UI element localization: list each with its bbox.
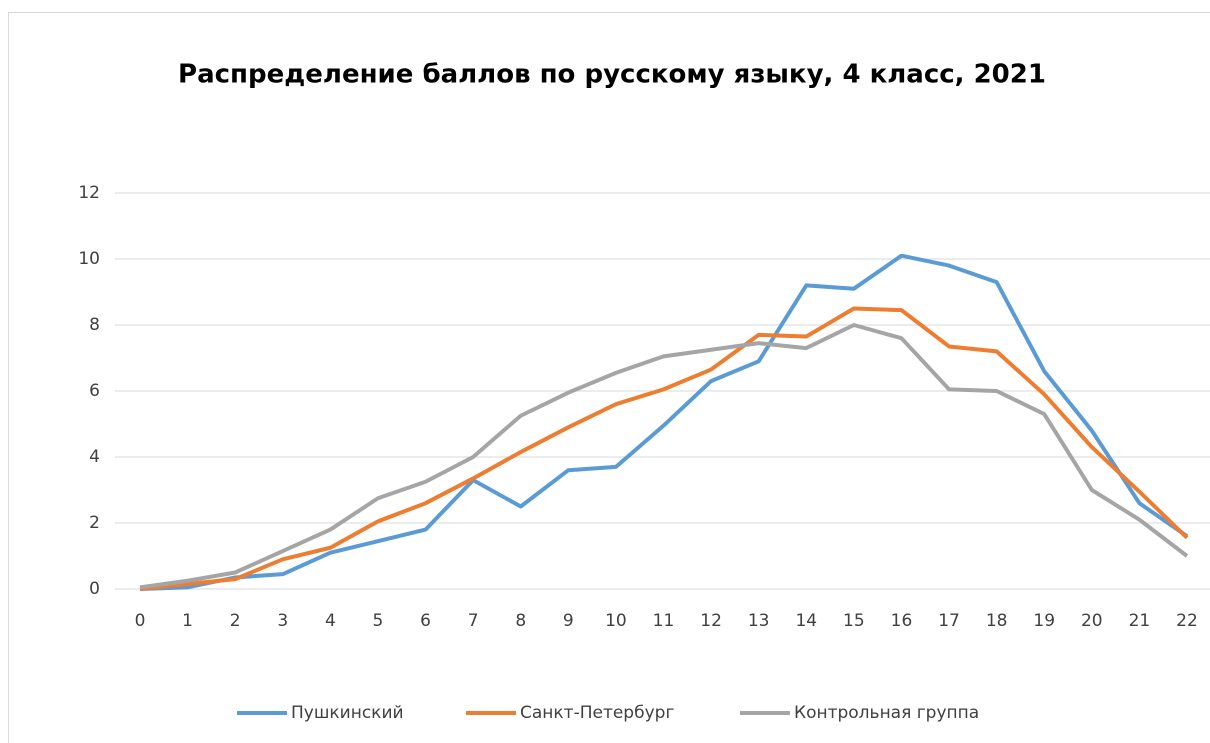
- x-tick-label: 12: [700, 611, 722, 631]
- line-series: [139, 253, 1189, 591]
- x-tick-label: 6: [420, 611, 431, 631]
- y-tick-label: 2: [89, 513, 100, 533]
- x-tick-label: 0: [135, 611, 146, 631]
- line-series: [139, 306, 1189, 591]
- x-tick-label: 19: [1033, 611, 1055, 631]
- x-tick-label: 1: [182, 611, 193, 631]
- y-tick-label: 0: [89, 579, 100, 599]
- legend-label: Контрольная группа: [794, 703, 979, 723]
- x-tick-label: 15: [843, 611, 865, 631]
- legend-label: Пушкинский: [291, 703, 404, 723]
- x-tick-label: 13: [748, 611, 770, 631]
- x-tick-label: 2: [230, 611, 241, 631]
- y-tick-label: 6: [89, 381, 100, 401]
- y-tick-label: 8: [89, 315, 100, 335]
- y-tick-label: 12: [78, 183, 100, 203]
- x-tick-label: 18: [986, 611, 1008, 631]
- x-tick-label: 3: [277, 611, 288, 631]
- x-tick-label: 16: [891, 611, 913, 631]
- x-tick-label: 20: [1081, 611, 1103, 631]
- x-tick-label: 14: [795, 611, 817, 631]
- y-tick-label: 4: [89, 447, 100, 467]
- x-tick-label: 5: [373, 611, 384, 631]
- x-tick-label: 8: [515, 611, 526, 631]
- x-tick-label: 10: [605, 611, 627, 631]
- y-tick-label: 10: [78, 249, 100, 269]
- line-series: [139, 323, 1189, 590]
- x-tick-label: 21: [1129, 611, 1151, 631]
- chart-title: Распределение баллов по русскому языку, …: [178, 60, 1046, 90]
- legend-label: Санкт-Петербург: [520, 703, 674, 723]
- x-tick-label: 22: [1176, 611, 1198, 631]
- x-tick-label: 9: [563, 611, 574, 631]
- x-tick-label: 17: [938, 611, 960, 631]
- x-tick-label: 7: [468, 611, 479, 631]
- x-tick-label: 4: [325, 611, 336, 631]
- x-tick-label: 11: [653, 611, 675, 631]
